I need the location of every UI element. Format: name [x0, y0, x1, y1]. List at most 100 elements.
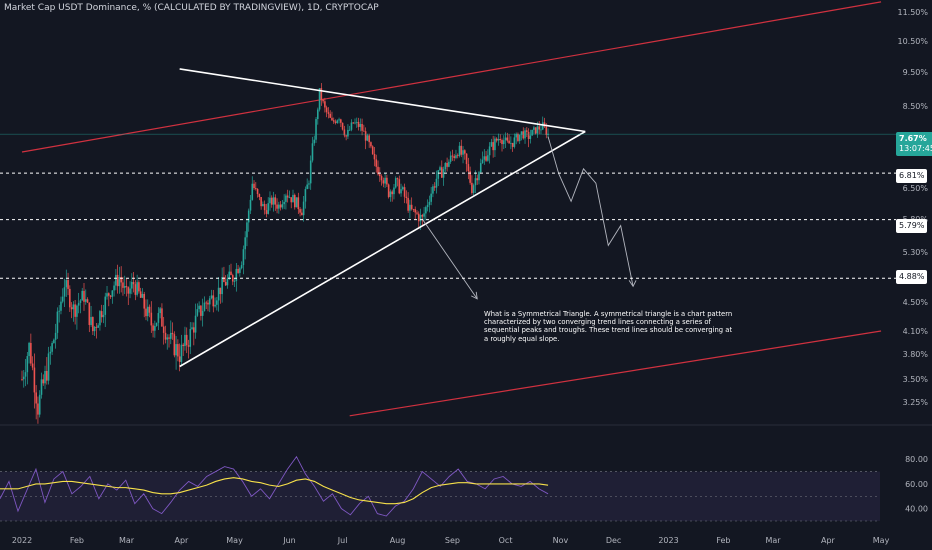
price-tick-label: 6.50% — [903, 184, 929, 193]
candle-body — [30, 342, 32, 364]
candle-body — [182, 344, 184, 347]
candle-body — [139, 291, 142, 298]
candle-body — [196, 309, 199, 316]
candle-body — [136, 282, 138, 295]
candle-body — [534, 127, 537, 134]
candle-body — [382, 180, 385, 184]
candle-body — [458, 145, 461, 156]
candle-body — [237, 268, 239, 273]
candle-body — [302, 201, 305, 216]
price-tick-label: 3.25% — [903, 398, 929, 407]
candle-body — [22, 376, 25, 380]
candle-body — [47, 353, 50, 381]
candle-body — [460, 145, 463, 155]
candle-body — [58, 310, 60, 312]
candle-body — [180, 344, 183, 362]
candle-body — [465, 153, 468, 165]
candle-body — [366, 135, 369, 141]
candle-body — [478, 172, 480, 181]
candle-body — [345, 135, 347, 137]
time-tick-label: Apr — [821, 536, 836, 545]
candle-body — [244, 237, 246, 250]
candle-body — [125, 286, 128, 288]
candle-body — [359, 124, 362, 127]
candle-body — [219, 287, 222, 295]
candle-body — [216, 300, 218, 305]
time-tick-label: May — [873, 536, 890, 545]
candle-body — [221, 277, 223, 295]
candle-body — [304, 189, 307, 202]
candle-body — [231, 275, 234, 282]
candle-body — [60, 301, 62, 311]
candle-body — [70, 307, 73, 310]
candle-body — [386, 177, 388, 185]
projection-arrowhead — [628, 280, 637, 288]
candle-body — [45, 370, 48, 381]
candle-body — [107, 293, 110, 296]
candle-body — [378, 174, 381, 177]
candle-body — [354, 122, 356, 124]
candle-body — [435, 178, 438, 188]
candle-body — [439, 167, 441, 171]
candle-body — [77, 302, 80, 306]
candle-body — [403, 187, 406, 197]
candle-body — [373, 153, 376, 160]
candle-body — [175, 344, 177, 356]
candle-body — [272, 197, 275, 205]
candle-body — [425, 207, 427, 214]
candle-body — [263, 204, 266, 211]
candle-body — [146, 306, 149, 317]
level-tag-1: 6.81% — [896, 169, 928, 183]
candle-body — [177, 344, 179, 357]
candle-body — [440, 167, 443, 178]
candle-body — [51, 343, 53, 352]
candle-body — [37, 403, 39, 415]
candle-body — [453, 156, 455, 158]
candle-body — [63, 287, 66, 297]
candle-body — [208, 298, 211, 305]
candle-body — [131, 281, 133, 289]
candle-body — [86, 299, 89, 303]
candle-body — [214, 304, 216, 307]
candle-body — [145, 308, 147, 317]
candle-body — [102, 314, 105, 318]
channel-line-2 — [349, 330, 882, 417]
candle-body — [26, 356, 29, 373]
candle-body — [276, 204, 278, 209]
candle-body — [526, 130, 528, 132]
candle-body — [279, 204, 282, 208]
candle-body — [315, 119, 317, 140]
candle-body — [166, 337, 169, 340]
candle-body — [309, 160, 312, 184]
rsi-tick-label: 40.00 — [905, 505, 928, 514]
candle-body — [184, 334, 186, 347]
candle-body — [308, 183, 310, 185]
candle-body — [120, 277, 122, 283]
candle-body — [513, 137, 516, 147]
candle-body — [40, 379, 43, 395]
candle-body — [109, 295, 112, 297]
candle-body — [414, 209, 417, 213]
candle-body — [161, 308, 163, 327]
candle-body — [255, 188, 257, 189]
candle-body — [115, 274, 117, 286]
candle-body — [61, 296, 64, 302]
candle-body — [299, 209, 301, 213]
candle-body — [92, 317, 94, 332]
candle-body — [502, 140, 505, 145]
candle-body — [56, 311, 59, 333]
candle-body — [338, 119, 340, 121]
candle-body — [72, 304, 75, 310]
candle-body — [293, 194, 296, 208]
candle-body — [479, 163, 482, 173]
rsi-tick-label: 60.00 — [905, 480, 928, 489]
candle-body — [28, 342, 30, 357]
candle-body — [540, 129, 542, 131]
time-tick-label: Aug — [390, 536, 406, 545]
candle-body — [495, 138, 498, 141]
candle-body — [400, 189, 402, 194]
candle-body — [306, 184, 308, 190]
candle-body — [134, 284, 137, 295]
candle-body — [352, 122, 355, 124]
candle-body — [471, 182, 473, 193]
